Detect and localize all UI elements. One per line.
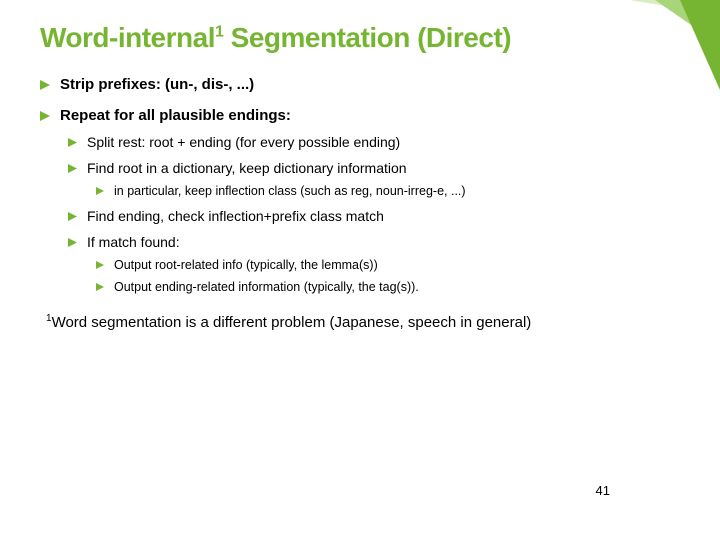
- list-row: Repeat for all plausible endings:: [40, 107, 680, 124]
- sublist: Output root-related info (typically, the…: [96, 258, 680, 294]
- list-item: in particular, keep inflection class (su…: [96, 184, 680, 198]
- slide-body: Word-internal1 Segmentation (Direct) Str…: [0, 0, 720, 333]
- title-pre: Word-internal: [40, 22, 215, 53]
- sublist: Split rest: root + ending (for every pos…: [68, 134, 680, 294]
- list-row: Find root in a dictionary, keep dictiona…: [68, 160, 680, 176]
- title-post: Segmentation (Direct): [223, 22, 511, 53]
- list-item: Split rest: root + ending (for every pos…: [68, 134, 680, 150]
- list-row: in particular, keep inflection class (su…: [96, 184, 680, 198]
- slide-title: Word-internal1 Segmentation (Direct): [40, 22, 680, 54]
- list-row: Output root-related info (typically, the…: [96, 258, 680, 272]
- arrow-bullet-icon: [68, 138, 77, 147]
- list-item: Strip prefixes: (un-, dis-, ...): [40, 76, 680, 93]
- arrow-bullet-icon: [40, 80, 50, 90]
- list-row: Output ending-related information (typic…: [96, 280, 680, 294]
- list-item-text: Output root-related info (typically, the…: [114, 258, 378, 272]
- arrow-bullet-icon: [40, 111, 50, 121]
- footnote: 1Word segmentation is a different proble…: [46, 312, 680, 333]
- sublist: in particular, keep inflection class (su…: [96, 184, 680, 198]
- list-item-text: If match found:: [87, 234, 180, 250]
- list-item-text: Split rest: root + ending (for every pos…: [87, 134, 400, 150]
- list-item-text: Find root in a dictionary, keep dictiona…: [87, 160, 407, 176]
- list-item: Find ending, check inflection+prefix cla…: [68, 208, 680, 224]
- list-item-text: Output ending-related information (typic…: [114, 280, 419, 294]
- list-item: Output ending-related information (typic…: [96, 280, 680, 294]
- list-item: Repeat for all plausible endings: Split r…: [40, 107, 680, 294]
- list-row: Find ending, check inflection+prefix cla…: [68, 208, 680, 224]
- list-row: Split rest: root + ending (for every pos…: [68, 134, 680, 150]
- list-item-text: Repeat for all plausible endings:: [60, 107, 291, 124]
- list-item-text: in particular, keep inflection class (su…: [114, 184, 466, 198]
- list-item-text: Find ending, check inflection+prefix cla…: [87, 208, 384, 224]
- list-item: Find root in a dictionary, keep dictiona…: [68, 160, 680, 198]
- list-row: If match found:: [68, 234, 680, 250]
- arrow-bullet-icon: [68, 164, 77, 173]
- outline-list: Strip prefixes: (un-, dis-, ...) Repeat f…: [40, 76, 680, 294]
- footnote-text: Word segmentation is a different problem…: [52, 314, 532, 331]
- arrow-bullet-icon: [96, 187, 104, 195]
- arrow-bullet-icon: [68, 212, 77, 221]
- list-item-text: Strip prefixes: (un-, dis-, ...): [60, 76, 254, 93]
- list-item: If match found: Output root-related info …: [68, 234, 680, 294]
- arrow-bullet-icon: [96, 261, 104, 269]
- list-item: Output root-related info (typically, the…: [96, 258, 680, 272]
- arrow-bullet-icon: [68, 238, 77, 247]
- arrow-bullet-icon: [96, 283, 104, 291]
- page-number: 41: [596, 483, 610, 498]
- list-row: Strip prefixes: (un-, dis-, ...): [40, 76, 680, 93]
